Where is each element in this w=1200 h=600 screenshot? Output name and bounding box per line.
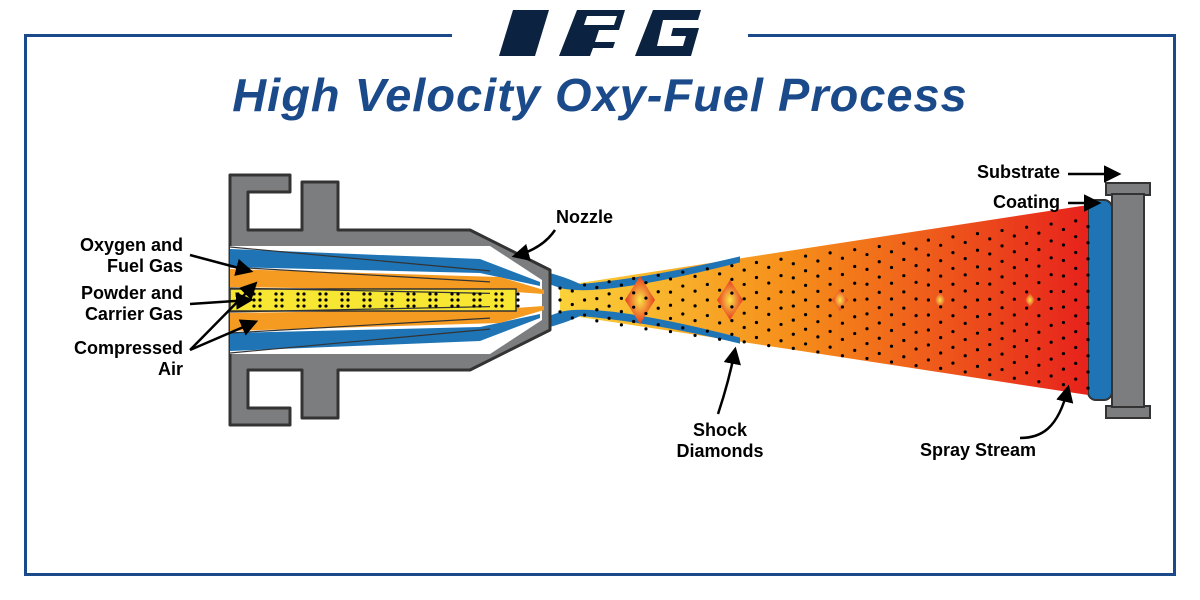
logo <box>499 10 701 56</box>
label-compressed_air: Compressed Air <box>43 338 183 379</box>
label-nozzle: Nozzle <box>556 207 676 228</box>
label-powder_carrier: Powder and Carrier Gas <box>43 283 183 324</box>
logo-glyph-p <box>559 10 625 56</box>
coating <box>1088 200 1112 400</box>
label-substrate: Substrate <box>950 162 1060 183</box>
logo-glyph-g <box>635 10 701 56</box>
label-shock: Shock Diamonds <box>650 420 790 461</box>
page-title: High Velocity Oxy-Fuel Process <box>0 68 1200 122</box>
logo-glyph-i <box>499 10 549 56</box>
label-spray: Spray Stream <box>898 440 1058 461</box>
label-oxygen_fuel: Oxygen and Fuel Gas <box>43 235 183 276</box>
label-coating: Coating <box>950 192 1060 213</box>
